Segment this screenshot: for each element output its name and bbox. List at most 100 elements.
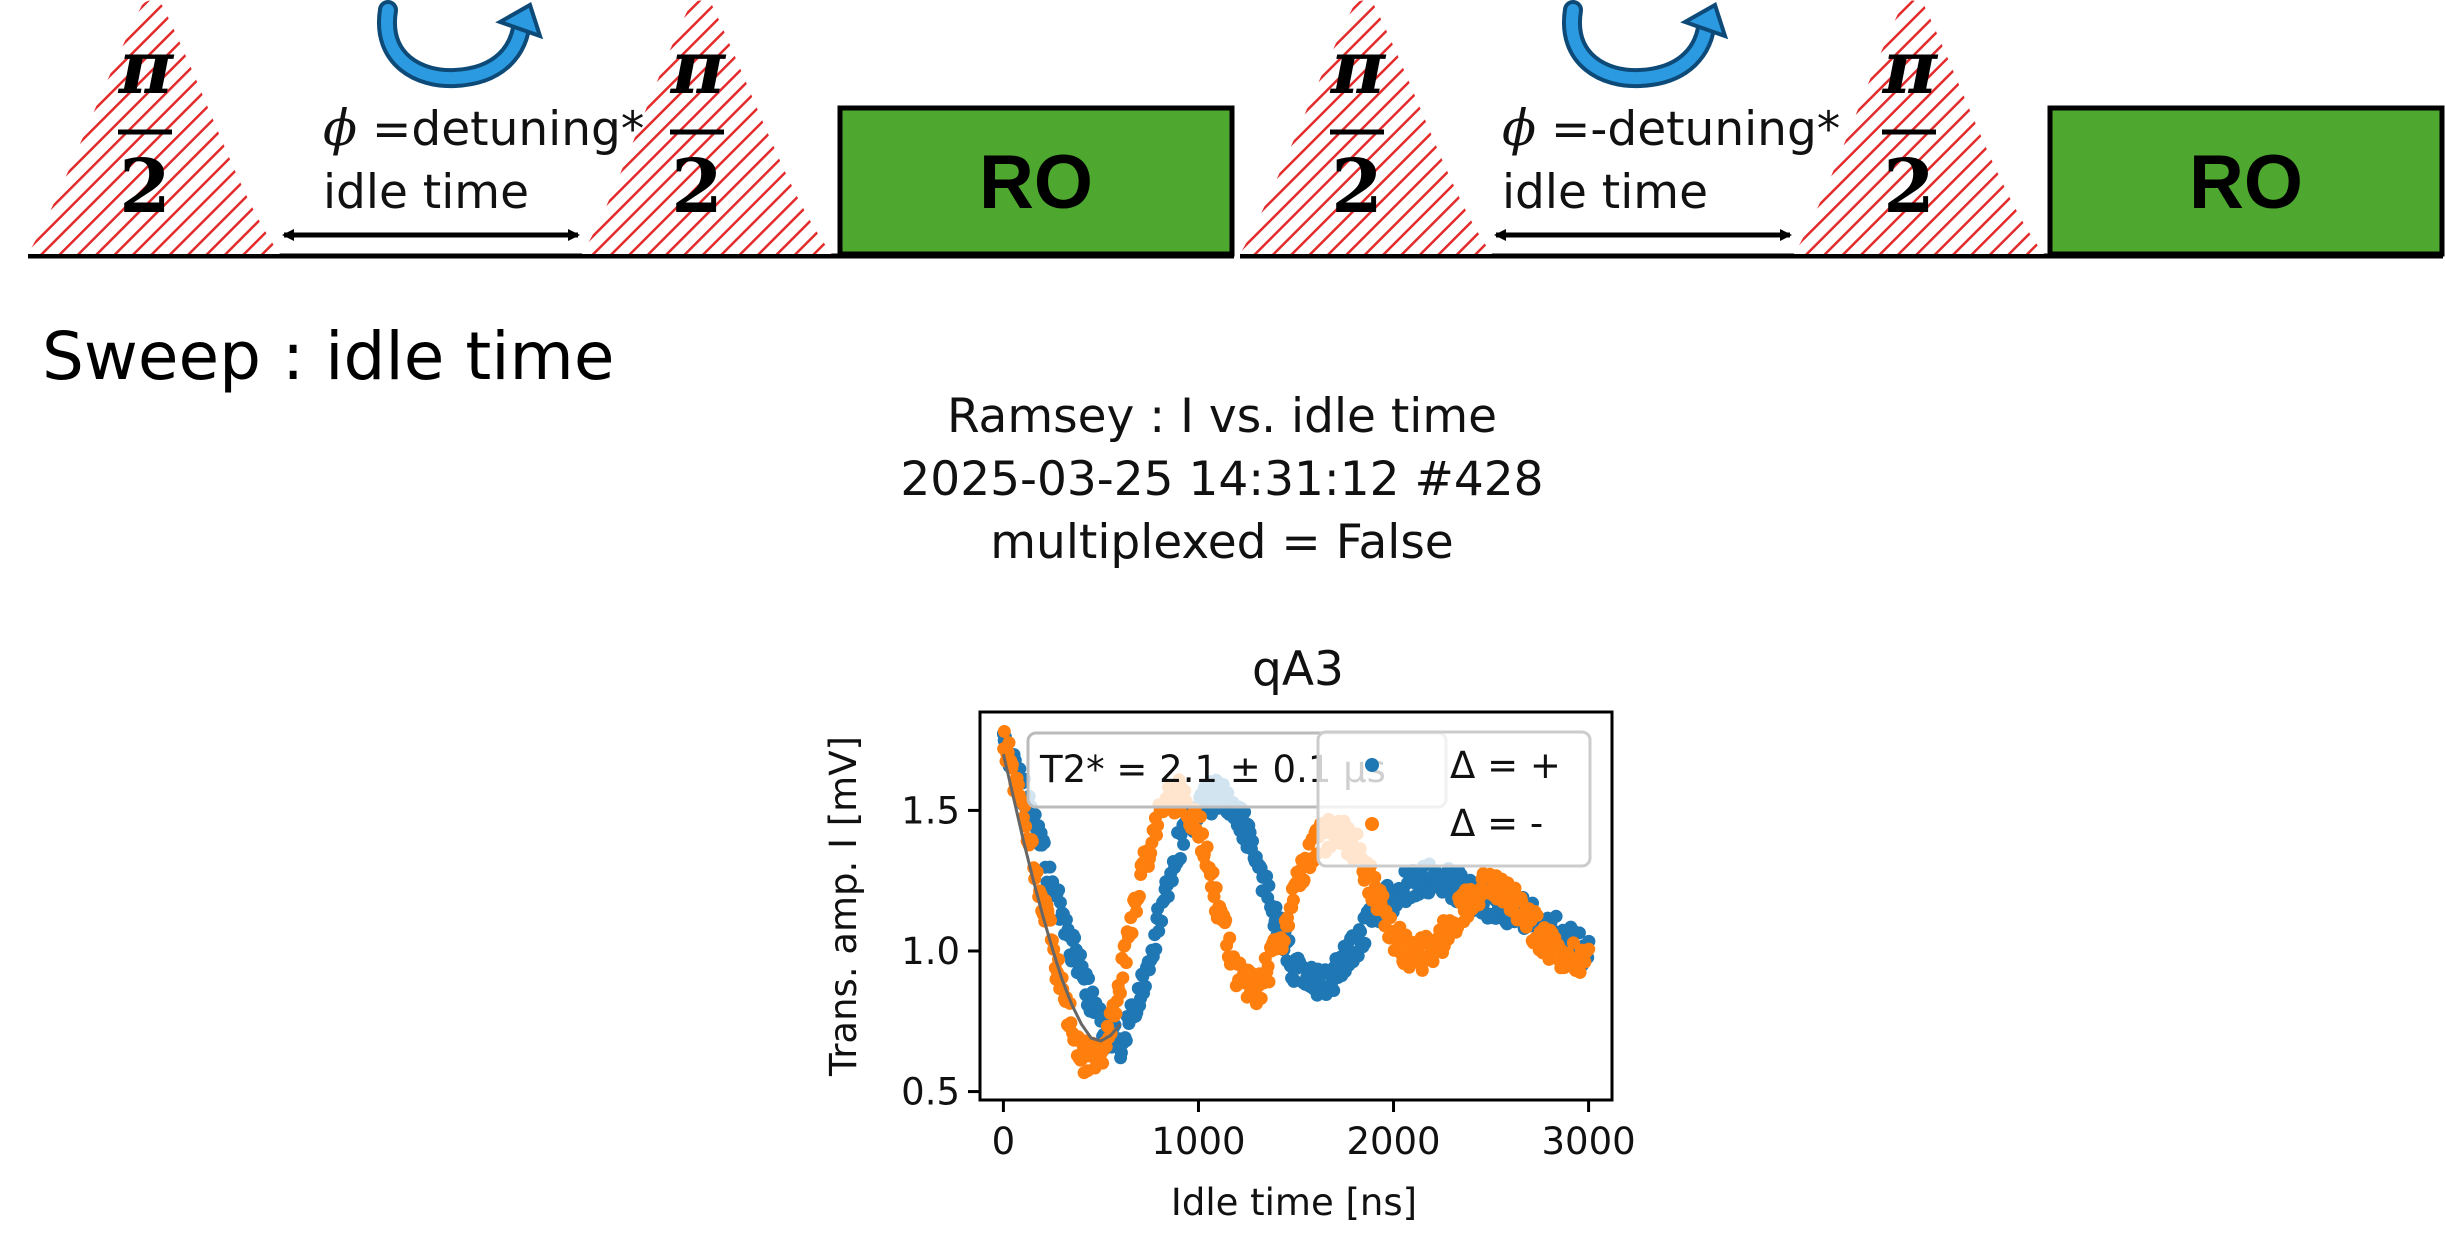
data-point <box>1412 887 1426 901</box>
data-point <box>1001 755 1015 768</box>
data-point <box>1125 926 1139 940</box>
data-point <box>1391 935 1405 949</box>
data-point <box>1490 892 1504 906</box>
data-point <box>1342 958 1356 972</box>
data-point <box>1345 929 1359 943</box>
data-point <box>1434 871 1448 884</box>
data-point <box>1495 872 1509 886</box>
data-point <box>1059 913 1073 927</box>
data-point <box>1038 893 1052 907</box>
data-point <box>1107 1009 1121 1023</box>
data-point <box>1028 872 1042 886</box>
data-point <box>1021 804 1035 818</box>
data-point <box>1097 1027 1111 1041</box>
data-point <box>1333 837 1347 850</box>
data-point <box>1037 836 1051 850</box>
data-point <box>1202 801 1215 815</box>
data-point <box>998 730 1012 744</box>
data-point <box>1278 924 1292 938</box>
data-point <box>1150 828 1163 842</box>
data-point <box>1137 845 1151 859</box>
data-point <box>1461 885 1475 899</box>
phase-expression: =detuning* <box>357 102 644 157</box>
fit-line <box>1001 753 1122 1043</box>
data-point <box>1277 943 1291 957</box>
data-point <box>1460 888 1474 902</box>
data-point <box>1552 930 1566 944</box>
data-point <box>1554 943 1568 957</box>
data-point <box>1211 778 1224 792</box>
data-point <box>1271 932 1285 946</box>
data-point <box>1327 828 1341 842</box>
data-point <box>1103 1006 1117 1020</box>
data-point <box>1179 821 1193 835</box>
data-point <box>1485 872 1499 886</box>
data-point <box>1514 905 1528 919</box>
x-tick-label: 1000 <box>1151 1120 1245 1163</box>
data-point <box>1005 761 1019 775</box>
data-point <box>1091 1056 1105 1070</box>
data-point <box>1128 1003 1141 1017</box>
data-point <box>1407 954 1421 967</box>
data-point <box>1486 911 1500 925</box>
y-tick-label: 0.5 <box>901 1071 960 1114</box>
data-point <box>1305 832 1319 846</box>
rotation-arrow-icon <box>1561 0 1729 89</box>
data-point <box>1426 955 1440 969</box>
data-point <box>1453 895 1467 909</box>
data-point <box>1264 941 1277 954</box>
data-point <box>1254 991 1268 1005</box>
data-point <box>1312 830 1326 844</box>
data-point <box>1297 873 1311 887</box>
data-point <box>1285 971 1299 985</box>
data-point <box>1225 802 1239 816</box>
data-point <box>1258 869 1272 883</box>
data-point <box>1491 901 1505 915</box>
y-axis: 0.5 1.0 1.5 <box>901 789 980 1114</box>
data-point <box>1086 985 1100 999</box>
data-point <box>1165 874 1179 888</box>
data-point <box>1144 846 1158 860</box>
data-point <box>1280 919 1294 933</box>
data-point <box>1359 909 1373 923</box>
data-point <box>1475 872 1489 886</box>
data-point <box>1193 810 1207 824</box>
data-point <box>1072 1051 1086 1065</box>
data-point <box>1288 878 1302 892</box>
data-point <box>1575 950 1589 964</box>
data-point <box>1349 849 1363 863</box>
data-point <box>1566 944 1580 958</box>
data-point <box>1295 959 1309 973</box>
data-point <box>1050 965 1064 979</box>
phase-symbol: ϕ <box>1502 99 1536 157</box>
data-point <box>1161 890 1175 903</box>
data-point <box>1228 801 1242 815</box>
data-point <box>1322 812 1336 826</box>
data-point <box>1419 929 1433 943</box>
data-point <box>1008 776 1022 790</box>
data-point <box>1053 912 1067 926</box>
data-point <box>1331 814 1345 828</box>
data-point <box>1070 966 1084 980</box>
data-point <box>1212 801 1225 815</box>
data-point <box>1527 936 1540 950</box>
data-point <box>1463 873 1477 887</box>
data-point <box>1353 842 1367 856</box>
data-point <box>1548 925 1562 938</box>
data-point <box>1099 1031 1113 1044</box>
data-point <box>1491 883 1505 897</box>
data-point <box>1442 862 1455 875</box>
data-point <box>1303 861 1317 875</box>
data-point <box>1015 776 1029 790</box>
data-point <box>1095 1045 1109 1059</box>
data-point <box>1351 949 1365 963</box>
axes-frame <box>978 710 1614 1102</box>
data-point <box>1192 830 1206 844</box>
data-point <box>1483 867 1497 881</box>
data-point <box>1422 949 1436 963</box>
data-point <box>1547 931 1561 945</box>
data-point <box>1503 908 1517 922</box>
data-point <box>1316 986 1330 1000</box>
data-point <box>1117 939 1131 953</box>
data-point <box>1223 957 1237 971</box>
